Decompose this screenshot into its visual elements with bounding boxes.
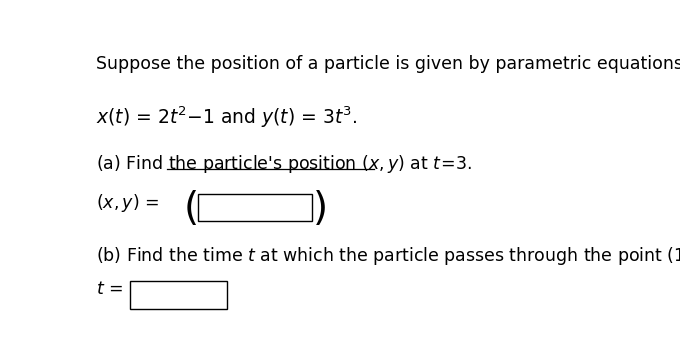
FancyBboxPatch shape (130, 281, 227, 309)
FancyBboxPatch shape (199, 194, 311, 222)
Text: $(x, y)$ =: $(x, y)$ = (95, 192, 159, 214)
Text: ): ) (313, 190, 328, 228)
Text: (a) Find the particle's position ($x,y$) at $t\!=\!3.$: (a) Find the particle's position ($x,y$)… (95, 152, 472, 174)
Text: Suppose the position of a particle is given by parametric equations: Suppose the position of a particle is gi… (95, 54, 680, 73)
Text: (: ( (184, 190, 199, 228)
Text: $t$ =: $t$ = (95, 280, 122, 298)
Text: $x(t)$ = 2$t^2$$-$1 and $y(t)$ = 3$t^3$.: $x(t)$ = 2$t^2$$-$1 and $y(t)$ = 3$t^3$. (95, 105, 357, 130)
Text: (b) Find the time $t$ at which the particle passes through the point (1, $-$3): (b) Find the time $t$ at which the parti… (95, 245, 680, 267)
